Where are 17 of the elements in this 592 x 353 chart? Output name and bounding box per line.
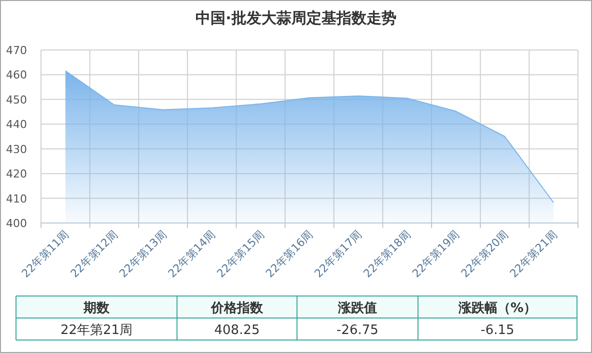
y-tick-label: 410 — [6, 192, 27, 206]
text: 涨跌幅（%） — [457, 301, 537, 316]
y-tick-label: 440 — [6, 118, 27, 132]
text: 涨跌值 — [337, 301, 377, 316]
y-tick-label: 400 — [6, 217, 27, 230]
text: -26.75 — [336, 323, 378, 338]
chart-title: 中国·批发大蒜周定基指数走势 — [196, 9, 396, 27]
y-tick-label: 430 — [6, 142, 27, 156]
y-tick-label: 470 — [6, 44, 27, 57]
y-tick-label: 460 — [6, 68, 27, 82]
text: 价格指数 — [210, 301, 264, 316]
y-tick-label: 420 — [6, 168, 27, 181]
text: 408.25 — [214, 323, 260, 338]
y-tick-label: 450 — [6, 93, 27, 106]
text: 期数 — [82, 301, 110, 316]
text: -6.15 — [480, 323, 514, 338]
text: 22年第21周 — [60, 323, 133, 338]
